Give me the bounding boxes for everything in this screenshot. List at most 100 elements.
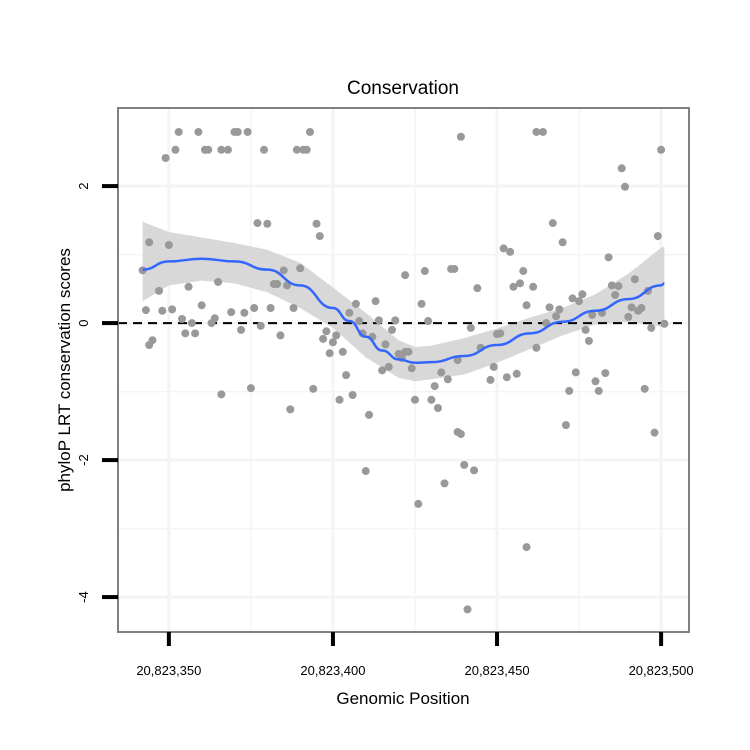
data-point <box>319 334 328 343</box>
data-point <box>345 308 354 317</box>
data-point <box>187 319 196 328</box>
data-point <box>273 280 282 289</box>
data-point <box>512 369 521 378</box>
data-point <box>630 275 639 284</box>
data-point <box>256 321 265 330</box>
data-point <box>184 282 193 291</box>
data-point <box>594 386 603 395</box>
data-point <box>463 605 472 614</box>
data-point <box>191 329 200 338</box>
data-point <box>263 219 272 228</box>
data-point <box>227 308 236 317</box>
data-point <box>653 232 662 241</box>
data-point <box>538 127 547 136</box>
y-tick-label: -4 <box>76 591 91 603</box>
data-point <box>302 145 311 154</box>
data-point <box>355 317 364 326</box>
data-point <box>177 314 186 323</box>
data-point <box>647 323 656 332</box>
data-point <box>607 281 616 290</box>
data-point <box>433 404 442 413</box>
data-point <box>611 290 620 299</box>
data-point <box>260 145 269 154</box>
data-point <box>158 306 167 315</box>
data-point <box>565 386 574 395</box>
data-point <box>621 182 630 191</box>
data-point <box>194 127 203 136</box>
data-point <box>286 405 295 414</box>
data-point <box>548 219 557 228</box>
confidence-band <box>142 221 665 382</box>
data-point <box>575 297 584 306</box>
grid-lines <box>118 108 689 632</box>
data-point <box>348 391 357 400</box>
data-point <box>657 145 666 154</box>
data-point <box>217 145 226 154</box>
data-point <box>509 282 518 291</box>
data-point <box>627 303 636 312</box>
data-point <box>207 319 216 328</box>
data-point <box>223 145 232 154</box>
data-point <box>601 369 610 378</box>
data-point <box>640 384 649 393</box>
data-point <box>388 325 397 334</box>
data-point <box>296 264 305 273</box>
data-point <box>309 384 318 393</box>
data-point <box>276 331 285 340</box>
panel-border <box>117 107 690 633</box>
data-point <box>197 301 206 310</box>
data-point <box>243 127 252 136</box>
data-point <box>486 375 495 384</box>
data-point <box>496 329 505 338</box>
data-point <box>532 343 541 352</box>
data-point <box>650 428 659 437</box>
data-point <box>571 368 580 377</box>
data-point <box>371 297 380 306</box>
data-point <box>430 382 439 391</box>
data-point <box>315 232 324 241</box>
data-point <box>460 460 469 469</box>
data-point <box>246 384 255 393</box>
x-axis: 20,823,350 20,823,400 20,823,450 20,823,500 <box>136 632 694 678</box>
data-point <box>604 253 613 262</box>
data-point <box>522 543 531 552</box>
data-point <box>420 267 429 276</box>
data-point <box>214 277 223 286</box>
data-point <box>325 349 334 358</box>
data-point <box>506 247 515 256</box>
data-point <box>424 317 433 326</box>
data-point <box>174 127 183 136</box>
data-point <box>332 331 341 340</box>
data-point <box>470 466 479 475</box>
data-point <box>456 430 465 439</box>
data-point <box>351 299 360 308</box>
data-point <box>289 304 298 313</box>
data-point <box>253 219 262 228</box>
data-point <box>305 127 314 136</box>
data-point <box>568 294 577 303</box>
data-point <box>407 364 416 373</box>
data-point <box>237 325 246 334</box>
data-point <box>384 362 393 371</box>
data-point <box>660 319 669 328</box>
data-point <box>456 132 465 141</box>
data-point <box>489 362 498 371</box>
data-point <box>443 375 452 384</box>
smooth-trend-line <box>142 257 665 365</box>
data-point <box>588 310 597 319</box>
data-point <box>381 340 390 349</box>
data-point <box>558 238 567 247</box>
data-point <box>391 316 400 325</box>
data-point <box>181 329 190 338</box>
data-point <box>555 305 564 314</box>
data-point <box>401 271 410 280</box>
data-point <box>338 347 347 356</box>
x-tick-label: 20,823,350 <box>136 663 201 678</box>
data-point <box>250 304 259 313</box>
x-tick-label: 20,823,450 <box>464 663 529 678</box>
data-point <box>404 347 413 356</box>
data-point <box>374 316 383 325</box>
y-axis-label: phyloP LRT conservation scores <box>55 248 74 492</box>
data-point <box>466 323 475 332</box>
